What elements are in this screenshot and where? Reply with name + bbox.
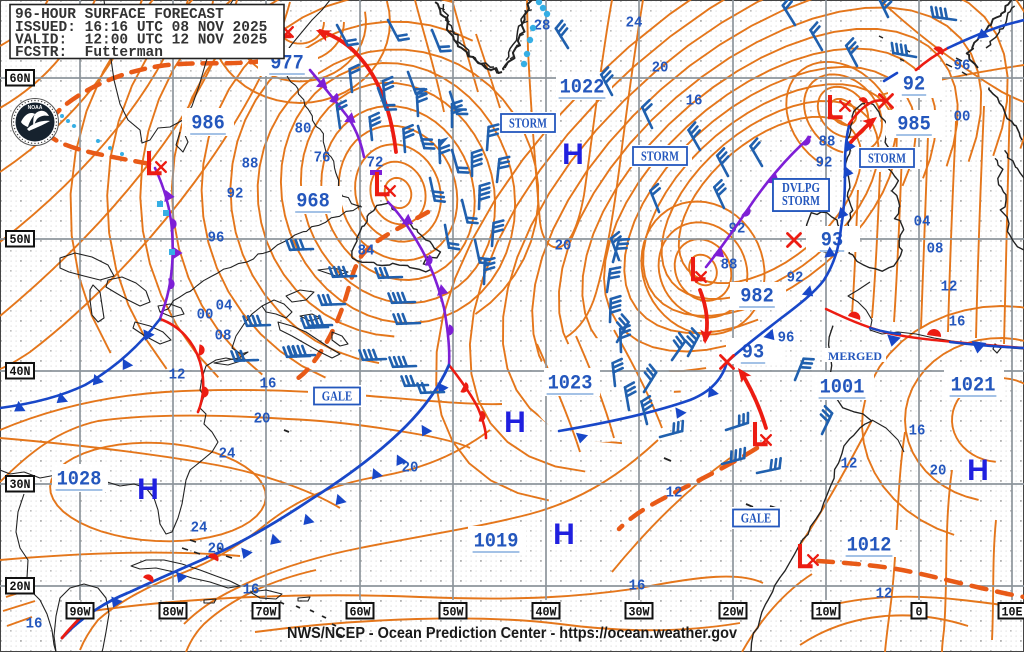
svg-text:10E: 10E — [1002, 606, 1023, 620]
svg-text:40N: 40N — [10, 365, 31, 379]
svg-text:1012: 1012 — [847, 535, 892, 558]
svg-text:84: 84 — [358, 243, 375, 260]
svg-text:STORM: STORM — [509, 117, 547, 132]
svg-text:985: 985 — [897, 114, 931, 137]
svg-text:08: 08 — [215, 328, 232, 345]
svg-text:1019: 1019 — [474, 531, 519, 554]
svg-text:MERGED: MERGED — [828, 349, 882, 363]
svg-text:04: 04 — [914, 214, 931, 231]
svg-text:GALE: GALE — [322, 390, 352, 405]
svg-text:60W: 60W — [350, 606, 371, 620]
svg-text:72: 72 — [367, 155, 384, 172]
svg-text:20W: 20W — [723, 606, 744, 620]
svg-text:04: 04 — [216, 298, 233, 315]
svg-text:12: 12 — [169, 367, 186, 384]
svg-text:H: H — [137, 473, 159, 506]
svg-text:08: 08 — [927, 241, 944, 258]
svg-text:0: 0 — [916, 606, 923, 620]
svg-text:24: 24 — [626, 15, 643, 32]
svg-text:88: 88 — [242, 156, 259, 173]
svg-text:88: 88 — [819, 134, 836, 151]
svg-text:STORM: STORM — [641, 150, 679, 165]
svg-text:92: 92 — [227, 186, 244, 203]
svg-text:1022: 1022 — [560, 77, 605, 100]
svg-text:1023: 1023 — [548, 373, 593, 396]
svg-text:12: 12 — [876, 586, 893, 603]
svg-text:10W: 10W — [816, 606, 837, 620]
svg-text:80W: 80W — [163, 606, 184, 620]
svg-text:NWS/NCEP - Ocean Prediction Ce: NWS/NCEP - Ocean Prediction Center - htt… — [287, 625, 737, 642]
svg-text:NOAA: NOAA — [28, 105, 43, 111]
svg-text:96: 96 — [954, 58, 971, 75]
svg-text:H: H — [553, 518, 575, 551]
svg-text:20: 20 — [555, 238, 572, 255]
svg-text:12: 12 — [666, 485, 683, 502]
svg-text:88: 88 — [721, 257, 738, 274]
svg-text:50W: 50W — [443, 606, 464, 620]
svg-text:92: 92 — [903, 74, 925, 97]
svg-text:90W: 90W — [70, 606, 91, 620]
svg-text:GALE: GALE — [741, 512, 771, 527]
svg-text:986: 986 — [191, 113, 225, 136]
svg-text:20: 20 — [930, 463, 947, 480]
svg-text:STORM: STORM — [782, 194, 820, 209]
svg-text:00: 00 — [197, 307, 214, 324]
svg-text:16: 16 — [260, 376, 277, 393]
svg-text:12: 12 — [841, 456, 858, 473]
svg-text:96: 96 — [208, 230, 225, 247]
svg-text:50N: 50N — [10, 233, 31, 247]
svg-text:20: 20 — [652, 60, 669, 77]
svg-text:16: 16 — [629, 578, 646, 595]
svg-text:16: 16 — [949, 314, 966, 331]
svg-text:968: 968 — [296, 191, 330, 214]
svg-text:60N: 60N — [10, 72, 31, 86]
svg-text:16: 16 — [243, 582, 260, 599]
svg-text:92: 92 — [787, 270, 804, 287]
svg-text:76: 76 — [314, 150, 331, 167]
svg-text:00: 00 — [954, 109, 971, 126]
svg-text:28: 28 — [534, 18, 551, 35]
svg-text:30N: 30N — [10, 478, 31, 492]
svg-text:70W: 70W — [256, 606, 277, 620]
svg-text:16: 16 — [26, 616, 43, 633]
svg-text:96: 96 — [778, 330, 795, 347]
svg-text:STORM: STORM — [868, 152, 906, 167]
svg-text:40W: 40W — [536, 606, 557, 620]
svg-text:1001: 1001 — [820, 377, 865, 400]
svg-text:92: 92 — [816, 155, 833, 172]
svg-text:12: 12 — [941, 279, 958, 296]
svg-text:1021: 1021 — [951, 375, 996, 398]
svg-text:1028: 1028 — [57, 469, 102, 492]
svg-text:16: 16 — [909, 423, 926, 440]
svg-text:H: H — [967, 454, 989, 487]
svg-text:FCSTR: Futterman: FCSTR: Futterman — [15, 45, 163, 61]
svg-text:H: H — [562, 138, 584, 171]
svg-text:24: 24 — [219, 446, 236, 463]
svg-text:982: 982 — [740, 286, 774, 309]
svg-text:20N: 20N — [10, 580, 31, 594]
svg-text:H: H — [504, 406, 526, 439]
svg-text:80: 80 — [295, 121, 312, 138]
svg-text:20: 20 — [254, 411, 271, 428]
svg-text:24: 24 — [191, 520, 208, 537]
svg-text:16: 16 — [686, 93, 703, 110]
svg-text:30W: 30W — [629, 606, 650, 620]
